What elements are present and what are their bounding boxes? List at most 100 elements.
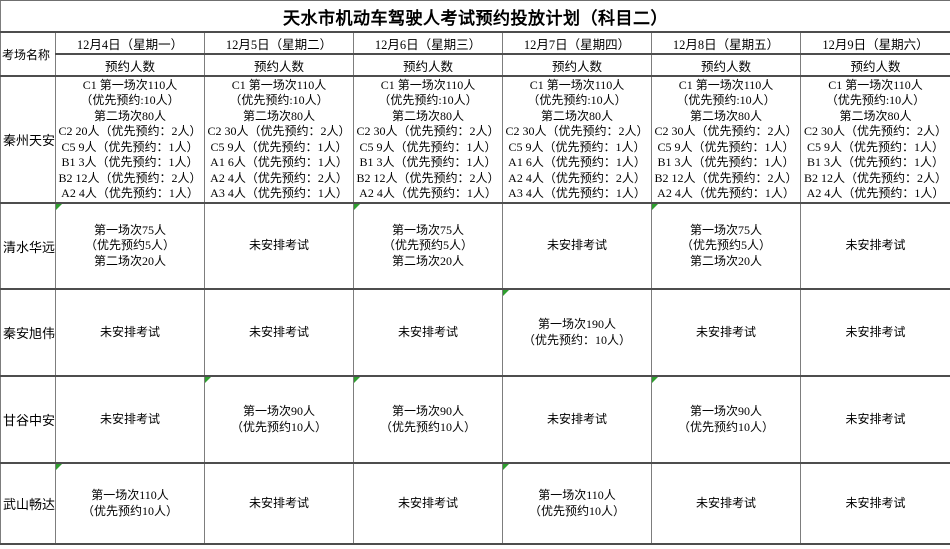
cell-text-line: 未安排考试 — [845, 324, 906, 339]
cell-text-line: （优先预约5人） — [84, 238, 175, 253]
cell-text-line: 未安排考试 — [546, 238, 607, 253]
cell-corner-marker — [56, 465, 62, 470]
cell-text-line: 未安排考试 — [397, 495, 458, 510]
schedule-cell-r1-c4: C1 第一场次110人 （优先预约:10人） 第二场次80人 C2 30人（优先预约：… — [502, 75, 652, 204]
cell-text-line: B1 3人（优先预约：1人） — [807, 155, 945, 169]
subheader-cell-4: 预约人数 — [502, 53, 652, 77]
cell-text-line: （优先预约:10人） — [80, 93, 180, 107]
subheader-cell-6: 预约人数 — [799, 53, 950, 77]
cell-text-line: 第一场次75人 — [93, 222, 166, 237]
cell-corner-marker — [56, 205, 62, 210]
cell-text-line: 第二场次20人 — [93, 253, 166, 268]
cell-text-line: C5 9人（优先预约：1人） — [508, 139, 646, 154]
cell-text-line: B2 12人（优先预约：2人） — [804, 170, 948, 185]
schedule-cell-r5-c6: 未安排考试 — [799, 462, 950, 545]
cell-text-line: C1 第一场次110人 — [231, 77, 327, 92]
cell-corner-marker — [652, 378, 658, 383]
subheader-cell-5: 预约人数 — [651, 53, 801, 77]
cell-text-line: A1 6人（优先预约：1人） — [210, 155, 348, 169]
cell-text-line: （优先预约:10人） — [378, 93, 478, 107]
cell-text-line: A3 4人（优先预约：1人） — [210, 186, 348, 200]
schedule-cell-r1-c1: C1 第一场次110人 （优先预约:10人） 第二场次80人 C2 20人（优先预约：… — [55, 75, 205, 204]
cell-text-line: 未安排考试 — [99, 411, 160, 426]
cell-text-line: 未安排考试 — [845, 411, 906, 426]
schedule-cell-r3-c5: 未安排考试 — [651, 288, 801, 377]
cell-text-line: 未安排考试 — [248, 238, 309, 253]
venue-name: 甘谷中安 — [0, 375, 56, 464]
schedule-cell-r5-c3: 未安排考试 — [353, 462, 503, 545]
subheader-cell-3: 预约人数 — [353, 53, 503, 77]
venue-row-5: 武山畅达 第一场次110人 （优先预约10人） 未安排考试 未安排考试 第一场次110人（… — [0, 462, 950, 545]
cell-text-line: A1 6人（优先预约：1人） — [508, 155, 646, 169]
venue-row-2: 清水华远 第一场次75人 （优先预约5人） 第二场次20人 未安排考试 第一场次75人 （优… — [0, 202, 950, 290]
venue-row-4: 甘谷中安 未安排考试 第一场次90人 （优先预约10人） 第一场次90人 （优先预约10人… — [0, 375, 950, 464]
cell-text-line: （优先预约10人） — [379, 419, 476, 434]
cell-text-line: B1 3人（优先预约：1人） — [657, 155, 795, 169]
cell-text-line: 第二场次20人 — [391, 253, 464, 268]
schedule-cell-r2-c2: 未安排考试 — [204, 202, 354, 290]
cell-text-line: 未安排考试 — [546, 411, 607, 426]
cell-text-line: C2 30人（优先预约：2人） — [654, 124, 798, 138]
venue-name: 武山畅达 — [0, 462, 56, 545]
cell-text-line: 第一场次75人 — [689, 222, 762, 237]
venue-row-3: 秦安旭伟 未安排考试 未安排考试 未安排考试 第一场次190人 （优先预约：10人） 未安排… — [0, 288, 950, 377]
cell-text-line: 未安排考试 — [248, 495, 309, 510]
cell-text-line: A2 4人（优先预约：2人） — [210, 170, 348, 185]
corner-label: 考场名称 — [0, 31, 56, 77]
schedule-cell-r4-c1: 未安排考试 — [55, 375, 205, 464]
cell-text-line: A2 4人（优先预约：1人） — [657, 186, 795, 200]
cell-text-line: C2 30人（优先预约：2人） — [804, 124, 948, 138]
cell-text-line: A2 4人（优先预约：1人） — [359, 186, 497, 200]
schedule-cell-r1-c2: C1 第一场次110人 （优先预约:10人） 第二场次80人 C2 30人（优先预约：… — [204, 75, 354, 204]
date-header-1: 12月4日（星期一） — [55, 31, 205, 55]
page-title: 天水市机动车驾驶人考试预约投放计划（科目二） — [0, 0, 950, 33]
schedule-cell-r1-c6: C1 第一场次110人 （优先预约:10人） 第二场次80人 C2 30人（优先预约：… — [799, 75, 950, 204]
date-header-5: 12月8日（星期五） — [651, 31, 801, 55]
cell-text-line: 第一场次90人 — [391, 404, 464, 418]
cell-text-line: 第一场次110人 — [91, 488, 169, 502]
cell-text-line: （优先预约:10人） — [229, 93, 329, 107]
cell-text-line: 第二场次80人 — [839, 108, 912, 123]
cell-text-line: 未安排考试 — [99, 324, 160, 339]
cell-text-line: （优先预约:10人） — [527, 93, 627, 107]
cell-text-line: B2 12人（优先预约：2人） — [356, 170, 500, 185]
cell-text-line: C2 30人（优先预约：2人） — [207, 124, 351, 138]
schedule-cell-r5-c2: 未安排考试 — [204, 462, 354, 545]
cell-corner-marker — [503, 465, 509, 470]
cell-text-line: C2 20人（优先预约：2人） — [58, 124, 202, 138]
cell-corner-marker — [354, 205, 360, 210]
date-header-6: 12月9日（星期六） — [799, 31, 950, 55]
cell-text-line: C1 第一场次110人 — [678, 77, 774, 92]
cell-text-line: 未安排考试 — [248, 324, 309, 339]
cell-corner-marker — [354, 378, 360, 383]
cell-text-line: （优先预约：10人） — [522, 332, 631, 347]
schedule-cell-r2-c5: 第一场次75人 （优先预约5人） 第二场次20人 — [651, 202, 801, 290]
subheader-cell-2: 预约人数 — [204, 53, 354, 77]
cell-text-line: C1 第一场次110人 — [82, 77, 178, 92]
cell-text-line: （优先预约5人） — [680, 238, 771, 253]
cell-text-line: C5 9人（优先预约：1人） — [807, 139, 945, 154]
cell-text-line: A2 4人（优先预约：1人） — [806, 186, 945, 200]
cell-text-line: B2 12人（优先预约：2人） — [58, 170, 202, 185]
cell-text-line: B1 3人（优先预约：1人） — [61, 155, 199, 169]
cell-text-line: 未安排考试 — [845, 238, 906, 253]
cell-text-line: A3 4人（优先预约：1人） — [508, 186, 646, 200]
cell-text-line: 未安排考试 — [695, 495, 756, 510]
venue-row-1: 秦州天安 C1 第一场次110人 （优先预约:10人） 第二场次80人 C2 20人（优… — [0, 75, 950, 204]
schedule-cell-r4-c2: 第一场次90人 （优先预约10人） — [204, 375, 354, 464]
cell-text-line: C1 第一场次110人 — [828, 77, 923, 92]
cell-text-line: （优先预约10人） — [677, 419, 774, 434]
cell-text-line: 未安排考试 — [845, 495, 906, 510]
cell-text-line: B1 3人（优先预约：1人） — [359, 155, 497, 169]
cell-text-line: 第一场次110人 — [538, 488, 616, 502]
schedule-cell-r2-c6: 未安排考试 — [799, 202, 950, 290]
cell-corner-marker — [503, 291, 509, 296]
cell-text-line: 未安排考试 — [695, 324, 756, 339]
cell-text-line: 第一场次75人 — [391, 222, 464, 237]
venue-name: 秦安旭伟 — [0, 288, 56, 377]
cell-text-line: （优先预约:10人） — [676, 93, 776, 107]
venue-name: 秦州天安 — [0, 75, 56, 204]
cell-text-line: C5 9人（优先预约：1人） — [657, 139, 795, 154]
cell-text-line: （优先预约10人） — [528, 503, 625, 518]
